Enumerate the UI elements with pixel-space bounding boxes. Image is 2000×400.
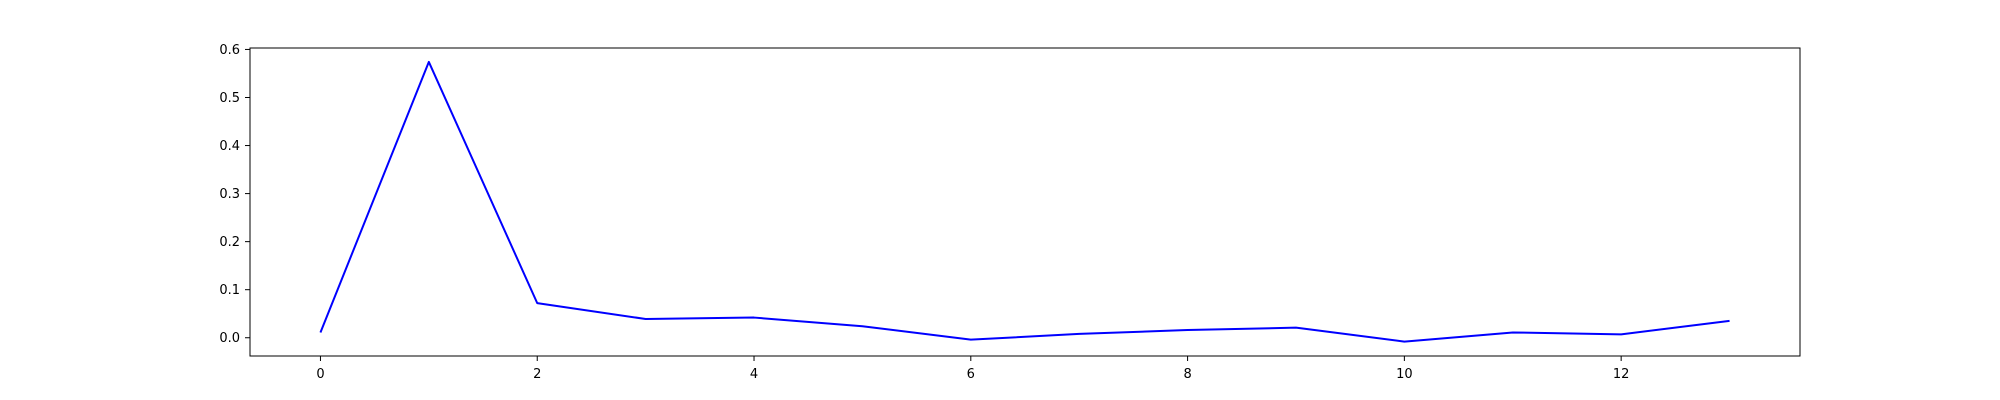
plot-area [249,47,1801,357]
x-tick-label: 8 [1183,367,1191,382]
y-tick-label: 0.2 [219,235,240,250]
x-tick-label: 12 [1613,367,1630,382]
x-tick-label: 4 [750,367,758,382]
y-tick-label: 0.0 [219,331,240,346]
x-tick-label: 0 [316,367,324,382]
y-tick-label: 0.4 [219,139,240,154]
x-tick-label: 2 [533,367,541,382]
x-tick-label: 6 [967,367,975,382]
y-tick-label: 0.1 [219,283,240,298]
series-layer [319,60,1730,343]
y-tick-label: 0.6 [219,43,240,58]
y-tick-label: 0.3 [219,187,240,202]
x-axis: 0 2 4 6 8 10 12 [316,356,1629,382]
plot-border [249,47,1801,357]
y-axis: 0.0 0.1 0.2 0.3 0.4 0.5 0.6 [219,43,250,346]
x-tick-label: 10 [1396,367,1413,382]
series-line-0 [319,60,1730,343]
y-tick-label: 0.5 [219,91,240,106]
